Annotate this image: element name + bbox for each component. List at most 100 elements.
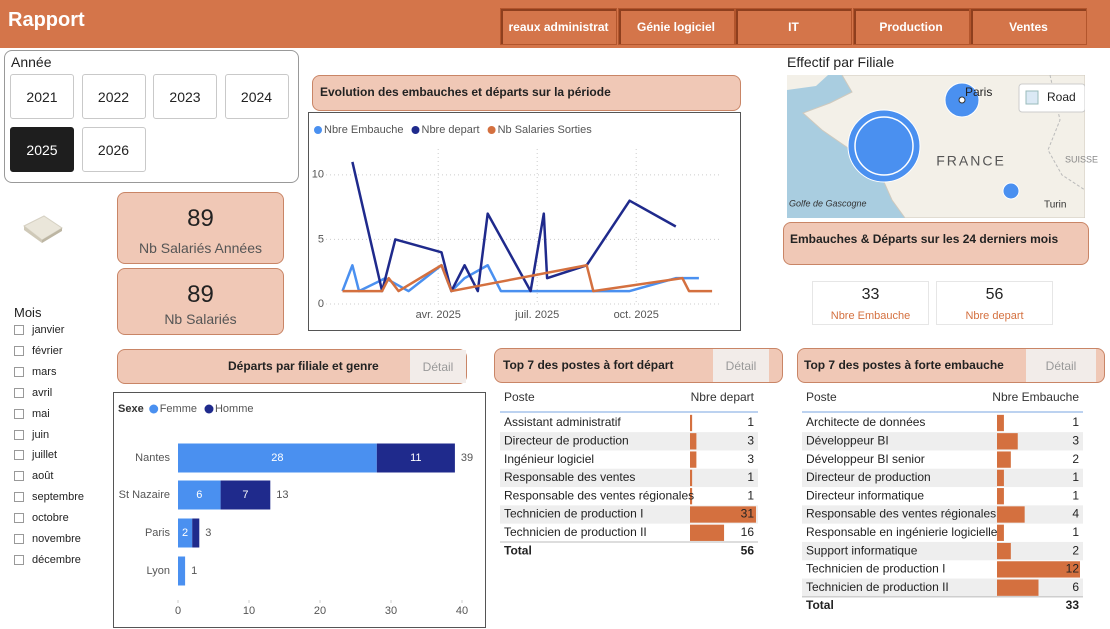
- month-option[interactable]: février: [32, 344, 63, 357]
- map-place-label: FRANCE: [936, 153, 1006, 169]
- cell-poste: Support informatique: [806, 543, 918, 557]
- cell-bar: [997, 561, 1080, 578]
- cell-value: 16: [741, 525, 755, 539]
- bar-chart-title: Départs par filiale et genre: [228, 359, 379, 373]
- checkbox[interactable]: [14, 366, 24, 377]
- row-band: [802, 541, 1083, 561]
- cell-bar: [690, 524, 725, 541]
- cell-bar: [690, 506, 756, 523]
- map-place-label: Paris: [965, 85, 992, 99]
- cell-bar: [997, 542, 1011, 560]
- tab[interactable]: Production: [852, 8, 970, 45]
- map-bubble-ring: [854, 116, 914, 176]
- cell-value: 1: [1072, 470, 1079, 484]
- year-button[interactable]: 2025: [10, 127, 74, 172]
- summary-title-box: [783, 222, 1089, 265]
- row-band: [500, 505, 758, 524]
- detail-button[interactable]: Détail: [1026, 349, 1096, 382]
- month-option[interactable]: janvier: [32, 324, 65, 336]
- year-label: Année: [11, 54, 52, 70]
- cell-value: 3: [747, 433, 754, 447]
- kpi-value: 89: [187, 281, 214, 308]
- detail-button[interactable]: Détail: [713, 349, 769, 382]
- cell-bar: [997, 524, 1004, 541]
- month-option[interactable]: septembre: [32, 491, 84, 504]
- cell-bar: [997, 506, 1025, 523]
- checkbox[interactable]: [14, 429, 24, 440]
- cell-poste: Responsable des ventes régionales: [504, 488, 694, 502]
- cell-bar: [690, 414, 693, 432]
- cell-bar: [997, 469, 1004, 487]
- cell-value: 1: [747, 488, 754, 502]
- month-option[interactable]: juin: [32, 428, 50, 441]
- cell-poste: Assistant administratif: [504, 415, 621, 429]
- cell-value: 1: [1072, 415, 1079, 429]
- cell-poste: Directeur de production: [504, 433, 629, 447]
- cell-value: 3: [1072, 433, 1079, 447]
- tab[interactable]: IT: [735, 8, 852, 45]
- checkbox[interactable]: [14, 450, 24, 461]
- month-option[interactable]: août: [32, 470, 54, 483]
- month-option[interactable]: mars: [32, 365, 57, 378]
- report-title: Rapport: [8, 9, 85, 31]
- cell-bar: [997, 579, 1039, 596]
- cell-poste: Développeur BI: [806, 433, 889, 447]
- month-option[interactable]: juillet: [32, 449, 58, 462]
- cell-poste: Technicien de production I: [806, 562, 945, 576]
- month-option[interactable]: décembre: [32, 553, 81, 566]
- kpi-label: Nb Salariés: [164, 311, 237, 327]
- checkbox[interactable]: [14, 513, 24, 524]
- cell-bar: [997, 433, 1018, 450]
- checkbox[interactable]: [14, 534, 24, 544]
- cell-value: 3: [747, 452, 754, 466]
- map-city-dot: [958, 96, 966, 104]
- cell-poste: Technicien de production II: [806, 580, 949, 594]
- month-option[interactable]: mai: [32, 407, 50, 420]
- checkbox[interactable]: [14, 345, 24, 356]
- year-button[interactable]: 2024: [224, 74, 289, 119]
- row-band: [802, 578, 1083, 597]
- kpi-label: Nb Salariés Années: [139, 240, 262, 256]
- map: [787, 75, 1085, 218]
- cell-poste: Technicien de production I: [504, 507, 643, 521]
- cell-poste: Technicien de production II: [504, 525, 647, 539]
- detail-button[interactable]: Détail: [410, 350, 466, 383]
- line-chart-title: Evolution des embauches et départs sur l…: [320, 85, 611, 99]
- year-button[interactable]: 2021: [10, 74, 74, 119]
- row-band: [802, 432, 1083, 451]
- cell-value: 2: [1072, 543, 1079, 557]
- cell-bar: [997, 414, 1004, 432]
- cell-bar: [690, 433, 697, 450]
- road-button: [1018, 83, 1085, 113]
- tab[interactable]: Ventes: [970, 8, 1087, 45]
- cell-bar: [690, 451, 697, 468]
- checkbox[interactable]: [14, 471, 24, 482]
- cell-poste: Architecte de données: [806, 415, 925, 429]
- checkbox[interactable]: [14, 325, 24, 335]
- cell-bar: [690, 469, 693, 487]
- cell-value: 31: [741, 507, 755, 521]
- column-header: Poste: [504, 390, 535, 404]
- checkbox[interactable]: [14, 492, 24, 503]
- cell-poste: Directeur de production: [806, 470, 931, 484]
- year-button[interactable]: 2022: [81, 74, 146, 119]
- cell-poste: Responsable des ventes régionales: [806, 507, 996, 521]
- tab[interactable]: reaux administrat: [500, 8, 617, 45]
- checkbox[interactable]: [14, 387, 24, 398]
- cell-value: 1: [1072, 488, 1079, 502]
- checkbox[interactable]: [14, 554, 24, 565]
- cell-value: 4: [1072, 507, 1079, 521]
- year-button[interactable]: 2026: [81, 127, 146, 172]
- cell-value: 2: [1072, 452, 1079, 466]
- summary-title: Embauches & Départs sur les 24 derniers …: [790, 232, 1059, 246]
- month-option[interactable]: octobre: [32, 512, 69, 525]
- month-option[interactable]: avril: [32, 386, 53, 399]
- month-option[interactable]: novembre: [32, 533, 81, 545]
- road-icon: [1025, 90, 1039, 105]
- year-button[interactable]: 2023: [153, 74, 217, 119]
- total-value: 33: [1066, 598, 1080, 612]
- table-panel: [494, 386, 766, 626]
- tab[interactable]: Génie logiciel: [617, 8, 735, 45]
- checkbox[interactable]: [14, 408, 24, 419]
